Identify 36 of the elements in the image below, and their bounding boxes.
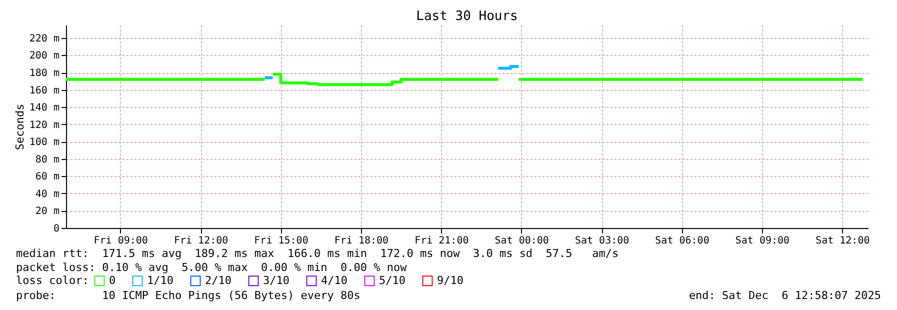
legend-label: 4/10 <box>321 274 348 287</box>
legend-title: loss color: <box>16 274 89 287</box>
x-tick-label: Fri 18:00 <box>334 236 389 246</box>
x-tick-label: Sat 06:00 <box>655 236 710 246</box>
y-tick-label: 0 <box>53 224 60 234</box>
legend-label: 1/10 <box>147 274 174 287</box>
text: probe: 10 ICMP Echo Pings (56 Bytes) every 80s <box>16 289 360 302</box>
x-tick-label: Fri 15:00 <box>254 236 308 246</box>
y-tick-label: 180 m <box>29 68 60 80</box>
x-tick-label: Fri 21:00 <box>414 236 469 246</box>
y-tick-label: 160 m <box>29 85 60 96</box>
text: end: Sat Dec 6 12:58:07 2025 <box>688 289 881 302</box>
x-tick-label: Sat 12:00 <box>816 236 870 246</box>
x-tick-label: Fri 12:00 <box>174 236 228 246</box>
legend-label: 0 <box>109 274 116 287</box>
x-tick-label: Sat 09:00 <box>735 236 790 246</box>
y-axis-title: Seconds <box>13 104 26 150</box>
y-tick-label: 200 m <box>29 50 60 62</box>
x-tick-label: Sat 00:00 <box>494 236 549 246</box>
legend-label: 5/10 <box>379 274 406 287</box>
y-tick-label: 100 m <box>29 137 60 148</box>
legend-label: 2/10 <box>205 274 232 287</box>
x-tick-label: Fri 09:00 <box>94 236 148 246</box>
legend-label: 9/10 <box>437 274 464 287</box>
y-tick-label: 20 m <box>35 206 60 218</box>
legend-label: 3/10 <box>263 274 290 287</box>
y-tick-label: 140 m <box>29 102 60 114</box>
y-tick-label: 80 m <box>35 154 60 166</box>
chart-title: Last 30 Hours <box>416 9 518 24</box>
text: median rtt: 171.5 ms avg 189.2 ms max 166.0 ms min 172.0 ms now 3.0 ms sd 57.5 am/s <box>16 247 619 260</box>
y-tick-label: 120 m <box>29 120 60 131</box>
y-tick-label: 60 m <box>35 172 60 183</box>
y-tick-label: 220 m <box>29 33 60 44</box>
y-tick-label: 40 m <box>35 188 60 200</box>
text: packet loss: 0.10 % avg 5.00 % max 0.00 % min 0.00 % now <box>16 261 407 274</box>
x-tick-label: Sat 03:00 <box>574 236 630 246</box>
